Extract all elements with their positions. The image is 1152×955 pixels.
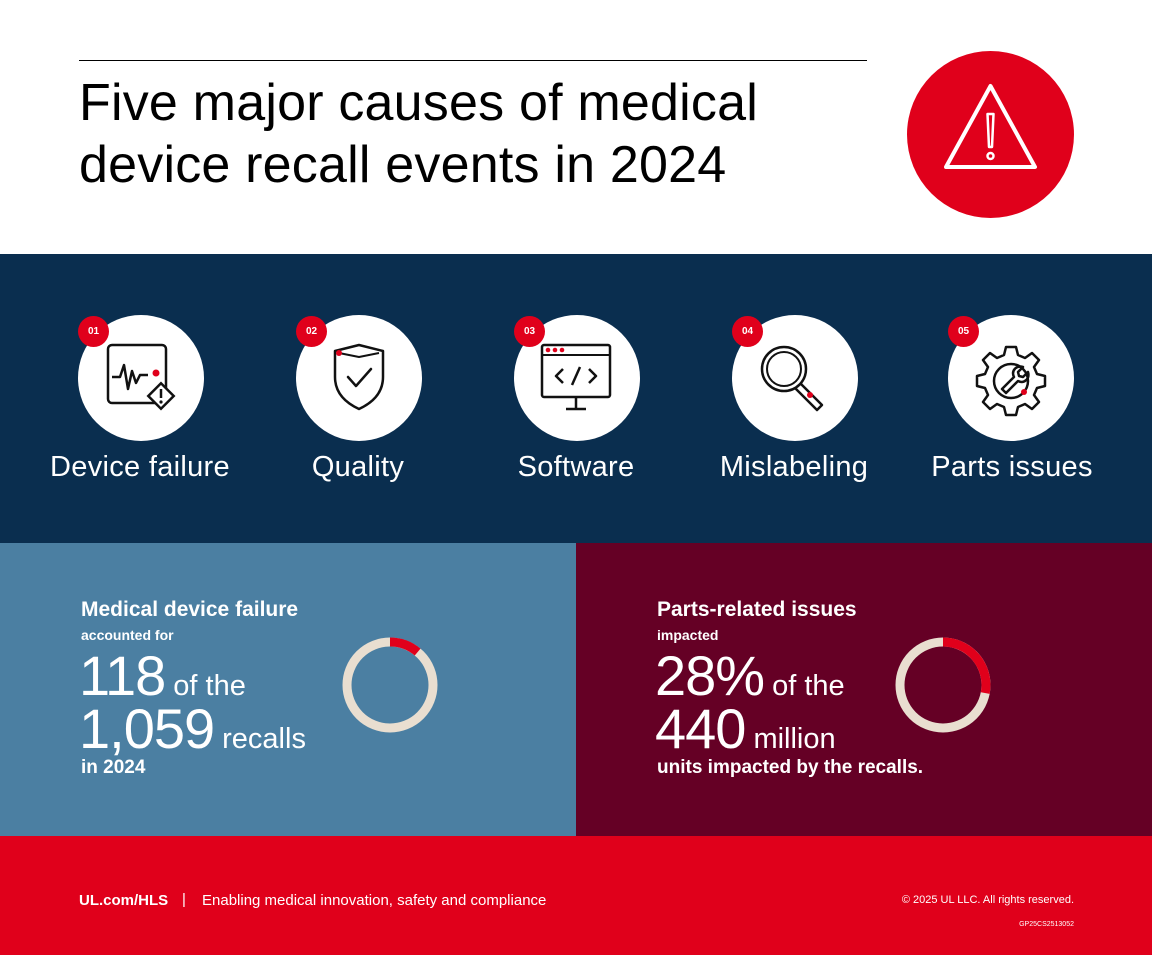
cause-number-badge: 01 xyxy=(78,316,109,347)
footer-tagline: Enabling medical innovation, safety and … xyxy=(202,892,547,909)
cause-number-badge: 05 xyxy=(948,316,979,347)
header: Five major causes of medical device reca… xyxy=(0,0,1152,254)
cause-label: Parts issues xyxy=(931,451,1093,483)
footer-url-link[interactable]: UL.com/HLS xyxy=(79,892,169,909)
footer-copyright: © 2025 UL LLC. All rights reserved. xyxy=(901,894,1074,906)
monitor-heartbeat-warning-icon xyxy=(106,343,176,411)
stat-title: Medical device failure xyxy=(81,598,299,621)
cause-icon-circle xyxy=(732,315,858,441)
stat-big-number: 1,059 xyxy=(79,697,215,760)
stat-subtitle: accounted for xyxy=(81,627,174,643)
cause-label: Software xyxy=(517,451,635,483)
header-rule xyxy=(79,60,867,61)
cause-label: Device failure xyxy=(50,451,230,483)
cause-icon-circle xyxy=(948,315,1074,441)
cause-label: Mislabeling xyxy=(719,451,869,483)
code-monitor-icon xyxy=(540,343,612,411)
stat-big-number: 118 xyxy=(79,644,166,707)
cause-number-badge: 04 xyxy=(732,316,763,347)
stat-text: of the xyxy=(772,670,845,702)
gear-wrench-icon xyxy=(975,345,1047,417)
stat-line-1: 28% of the xyxy=(655,643,845,708)
stat-footer: in 2024 xyxy=(81,757,146,778)
cause-number-badge: 02 xyxy=(296,316,327,347)
cause-quality: 02 Quality xyxy=(249,254,467,543)
stat-line-2: 1,059 recalls xyxy=(79,696,306,761)
donut-track xyxy=(342,637,438,733)
title-line-1: Five major causes of medical xyxy=(79,74,758,132)
footer: UL.com/HLS | Enabling medical innovation… xyxy=(0,836,1152,955)
causes-band: 01 Device failure 02 Quality xyxy=(0,254,1152,543)
cause-label: Quality xyxy=(311,451,405,483)
magnifier-tag-icon xyxy=(760,345,824,412)
stat-line-2: 440 million xyxy=(655,696,836,761)
title-line-2: device recall events in 2024 xyxy=(79,136,727,194)
warning-badge xyxy=(907,51,1074,218)
warning-triangle-icon xyxy=(944,84,1037,169)
footer-code: GP25CS2513052 xyxy=(1019,921,1074,928)
cause-parts-issues: 05 Parts issues xyxy=(903,254,1121,543)
device-failure-donut xyxy=(342,637,438,733)
parts-issues-stat-panel: Parts-related issues impacted 28% of the … xyxy=(576,543,1152,836)
cause-device-failure: 01 Device failure xyxy=(31,254,249,543)
stat-line-1: 118 of the xyxy=(79,643,246,708)
stat-big-number: 440 xyxy=(655,697,746,760)
stat-text: million xyxy=(753,723,836,755)
cause-mislabeling: 04 Mislabeling xyxy=(685,254,903,543)
shield-check-icon xyxy=(333,343,385,411)
cause-software: 03 Software xyxy=(467,254,685,543)
footer-separator: | xyxy=(182,891,186,908)
page-title: Five major causes of medical device reca… xyxy=(79,72,879,196)
stat-text: of the xyxy=(173,670,246,702)
parts-issues-donut xyxy=(895,637,991,733)
stat-footer: units impacted by the recalls. xyxy=(657,757,924,778)
stat-big-number: 28% xyxy=(655,644,765,707)
stat-title: Parts-related issues xyxy=(657,598,857,621)
donut-segment xyxy=(942,637,991,694)
donut-segment xyxy=(389,637,421,656)
stat-subtitle: impacted xyxy=(657,627,719,643)
device-failure-stat-panel: Medical device failure accounted for 118… xyxy=(0,543,576,836)
cause-number-badge: 03 xyxy=(514,316,545,347)
stat-text: recalls xyxy=(222,723,306,755)
